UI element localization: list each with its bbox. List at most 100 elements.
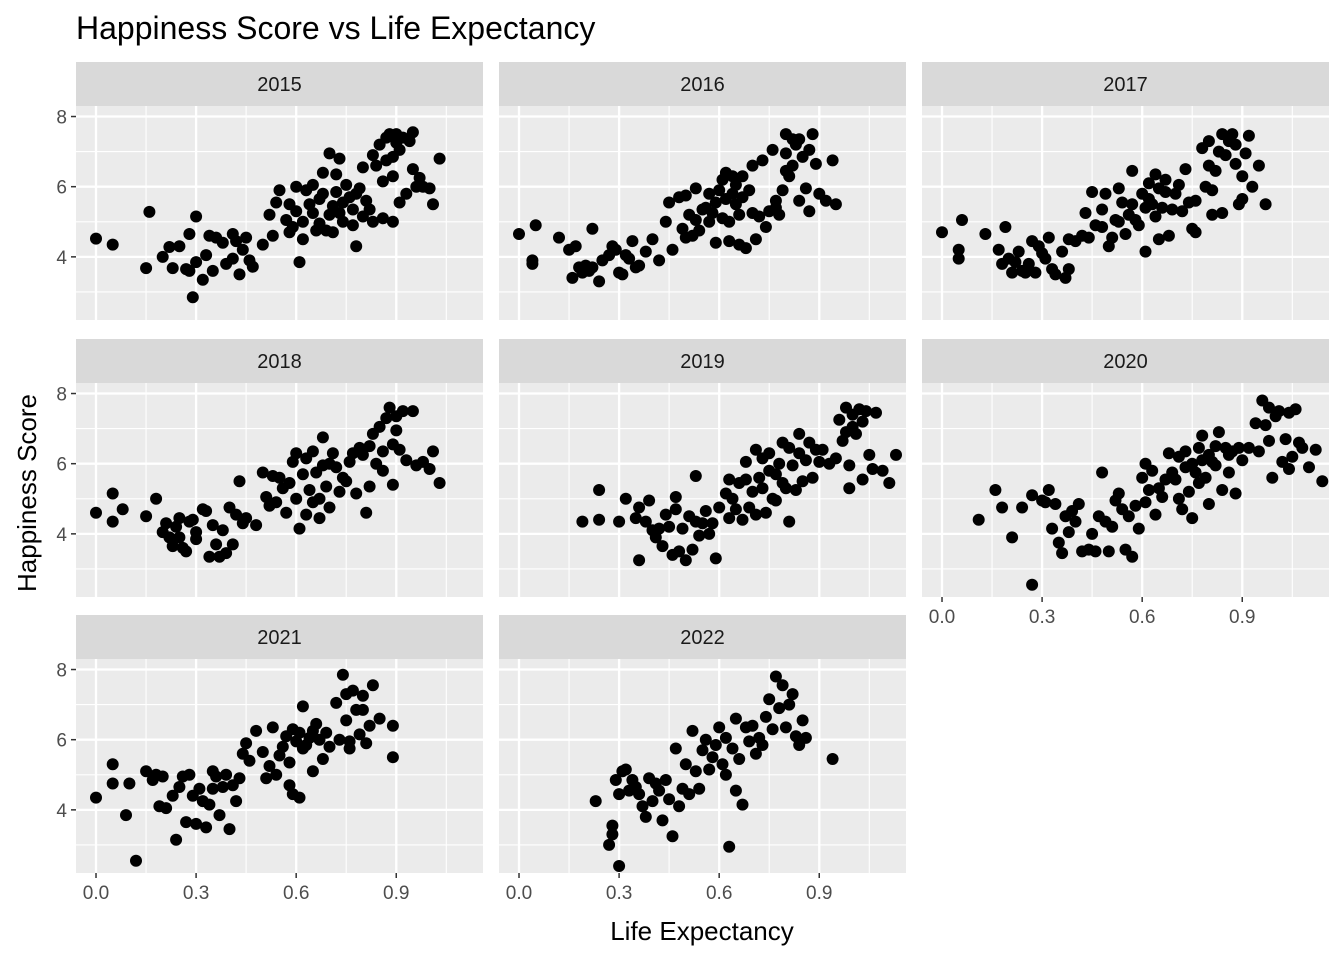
data-point [316,166,329,179]
data-point [979,228,992,240]
facet-strip-label: 2021 [257,627,302,649]
data-point [1112,487,1125,500]
data-point [1142,177,1155,190]
data-point [729,503,742,516]
data-point [330,461,343,474]
data-point [106,777,119,790]
data-point [1179,445,1192,458]
data-point [763,693,776,706]
data-point [1222,466,1235,479]
data-point [876,464,889,477]
data-point [350,240,363,253]
data-point [316,431,329,444]
data-point [1159,173,1172,186]
data-point [216,524,229,537]
facet-strip-label: 2019 [680,351,725,373]
data-point [593,513,606,526]
data-point [240,737,253,750]
x-tick-label: 0.3 [1029,607,1055,628]
data-point [296,468,309,481]
data-point [643,494,656,507]
data-point [306,765,319,778]
data-point [679,758,692,771]
data-point [723,840,736,853]
facet-panel-2016: 2016 [499,62,906,320]
data-point [633,788,646,801]
data-point [1199,471,1212,484]
data-point [1176,205,1189,218]
data-point [1239,147,1252,160]
data-point [140,262,153,275]
facet-strip-label: 2020 [1103,351,1148,373]
data-point [1142,484,1155,496]
data-point [1096,203,1109,216]
facet-strip [499,615,906,659]
data-point [936,226,948,239]
data-point [376,464,389,477]
data-point [759,506,772,519]
data-point [166,540,179,553]
data-point [1192,441,1205,454]
data-point [829,452,842,465]
data-point [406,126,419,139]
data-point [130,854,142,867]
data-point [270,196,283,209]
data-point [1016,501,1029,514]
data-point [186,513,199,526]
data-point [709,739,722,751]
data-point [250,519,263,532]
x-tick-label: 0.9 [1229,607,1255,628]
data-point [1086,186,1099,198]
data-point [753,471,766,484]
data-point [1259,419,1272,432]
data-point [1229,157,1242,170]
data-point [1126,550,1139,563]
data-point [260,772,273,785]
data-point [1126,198,1139,211]
data-point [1216,207,1229,219]
data-point [160,517,173,530]
data-point [1006,266,1019,279]
data-point [290,447,303,460]
data-point [1089,545,1102,558]
data-point [423,182,436,195]
data-point [606,828,619,841]
data-point [589,795,602,808]
data-point [826,753,839,765]
data-point [1136,471,1149,484]
data-point [230,235,243,248]
data-point [156,250,169,263]
data-point [1159,186,1172,198]
data-point [396,405,409,418]
data-point [1132,522,1145,535]
data-point [996,501,1009,514]
data-point [679,189,692,202]
data-point [363,440,376,453]
data-point [1119,228,1132,240]
data-point [1012,245,1025,258]
data-point [669,503,682,516]
data-point [663,196,676,209]
data-point [779,721,792,734]
data-point [170,833,183,846]
data-point [609,243,622,256]
x-tick-label: 0.9 [806,883,832,904]
data-point [806,128,819,141]
data-point [1082,231,1095,244]
facet-strip [922,62,1329,106]
data-point [1209,440,1222,453]
data-point [1152,233,1165,246]
x-tick-label: 0.0 [929,607,955,628]
data-point [140,510,153,523]
data-point [386,170,399,183]
data-point [1202,135,1215,148]
data-point [669,742,682,755]
data-point [256,466,269,479]
y-tick-label: 4 [56,801,67,822]
data-point [293,791,306,804]
data-point [1303,461,1315,474]
data-point [1202,498,1215,510]
data-point [613,860,626,872]
facet-strip [76,615,483,659]
data-point [336,215,349,228]
